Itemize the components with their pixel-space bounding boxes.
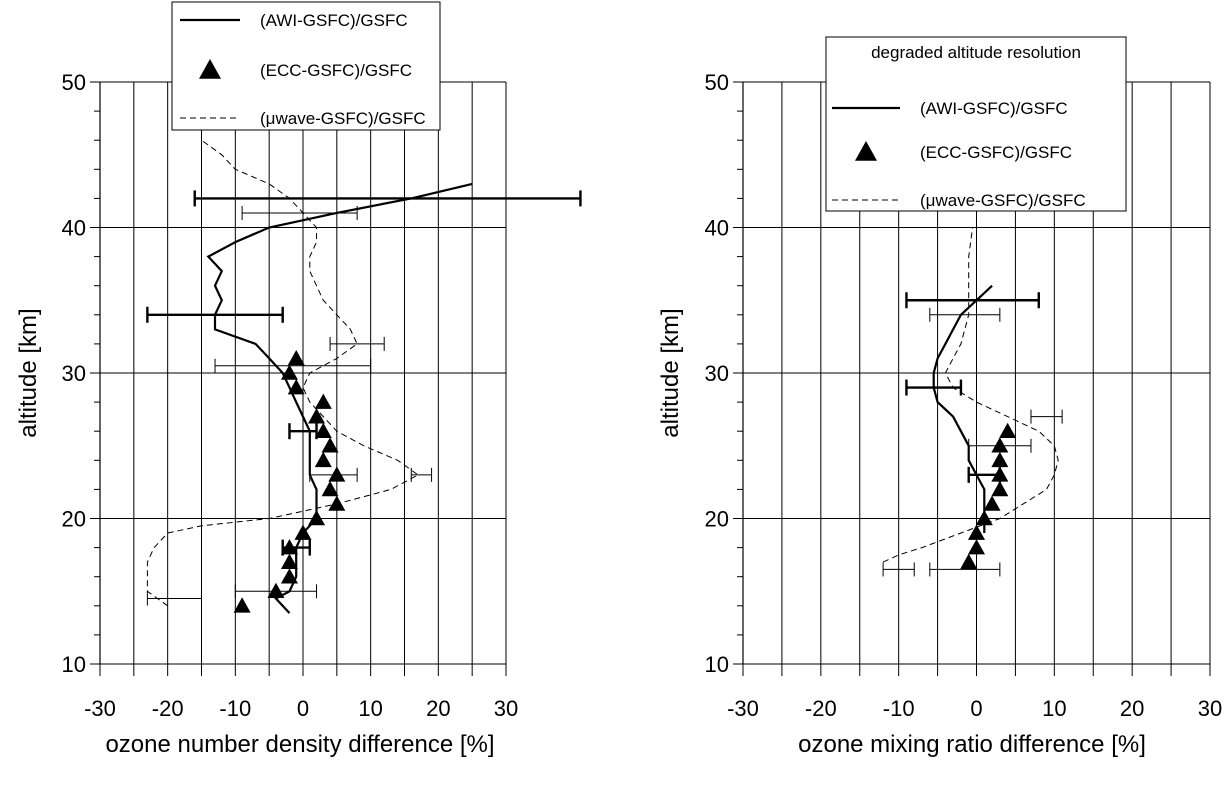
legend-box xyxy=(825,36,1127,212)
y-tick-label: 50 xyxy=(62,70,86,95)
y-tick-label: 40 xyxy=(705,216,729,241)
series-line-awi xyxy=(206,182,473,614)
x-tick-label: -10 xyxy=(883,696,915,721)
y-tick-label: 50 xyxy=(705,70,729,95)
ecc-point xyxy=(991,437,1009,453)
x-tick-label: 0 xyxy=(297,696,309,721)
x-tick-label: 10 xyxy=(358,696,382,721)
ecc-point xyxy=(960,553,978,569)
legend-title: degraded altitude resolution xyxy=(871,43,1081,62)
x-axis-title: ozone number density difference [%] xyxy=(105,731,494,758)
ecc-point xyxy=(983,495,1001,511)
y-tick-label: 10 xyxy=(62,652,86,677)
ecc-point xyxy=(328,495,346,511)
legend-entry-label: (AWI-GSFC)/GSFC xyxy=(260,11,408,30)
legend: (AWI-GSFC)/GSFC (ECC-GSFC)/GSFC (μwave-GSF… xyxy=(171,1,441,131)
ecc-point xyxy=(321,437,339,453)
ecc-point xyxy=(287,379,305,395)
ecc-point xyxy=(233,597,251,613)
legend-marker-triangle xyxy=(855,141,877,161)
series-line-awi xyxy=(932,284,993,533)
ecc-point xyxy=(294,524,312,540)
y-tick-label: 20 xyxy=(62,507,86,532)
ecc-point xyxy=(314,422,332,438)
x-tick-label: 20 xyxy=(426,696,450,721)
ecc-point xyxy=(308,408,326,424)
chart-panel-2: 10 20 30 40 50 -30 -20 -10 0 10 20 30 ozone mixing r… xyxy=(657,36,1222,758)
y-axis-title: altitude [km] xyxy=(657,308,684,437)
y-tick-label: 10 xyxy=(705,652,729,677)
ecc-point xyxy=(975,510,993,526)
y-tick-label: 40 xyxy=(62,216,86,241)
ecc-point xyxy=(991,451,1009,468)
x-axis-title: ozone mixing ratio difference [%] xyxy=(798,731,1146,758)
legend-entry-label: (ECC-GSFC)/GSFC xyxy=(260,61,412,80)
legend-marker-triangle xyxy=(199,59,221,79)
y-tick-label: 30 xyxy=(62,361,86,386)
series-line-microwave xyxy=(882,227,1059,563)
ecc-point xyxy=(999,422,1017,438)
ecc-point xyxy=(968,524,985,540)
ecc-point xyxy=(991,480,1009,497)
x-tick-label: -10 xyxy=(219,696,251,721)
ecc-point xyxy=(280,568,298,584)
ecc-point xyxy=(267,582,285,599)
y-tick-label: 20 xyxy=(705,507,729,532)
x-tick-label: 0 xyxy=(970,696,982,721)
legend-entry-label: (μwave-GSFC)/GSFC xyxy=(920,191,1086,210)
ecc-point xyxy=(308,510,326,526)
x-tick-label: -20 xyxy=(805,696,837,721)
ecc-point xyxy=(968,539,985,555)
x-tick-label: -20 xyxy=(152,696,184,721)
series-line-microwave xyxy=(146,139,419,607)
ecc-point xyxy=(321,480,339,497)
legend-entry-label: (μwave-GSFC)/GSFC xyxy=(260,109,426,128)
ecc-point xyxy=(280,553,298,569)
ecc-point xyxy=(287,349,305,366)
legend-entry-label: (ECC-GSFC)/GSFC xyxy=(920,143,1072,162)
y-tick-label: 30 xyxy=(705,361,729,386)
ecc-point xyxy=(314,393,332,409)
legend-entry-label: (AWI-GSFC)/GSFC xyxy=(920,99,1068,118)
legend-box xyxy=(171,1,441,131)
x-tick-label: 10 xyxy=(1042,696,1066,721)
x-tick-label: 30 xyxy=(1198,696,1222,721)
ecc-point xyxy=(328,466,346,482)
x-tick-label: 20 xyxy=(1120,696,1144,721)
x-tick-label: -30 xyxy=(727,696,759,721)
y-axis-title: altitude [km] xyxy=(15,308,42,437)
ecc-point xyxy=(280,364,298,380)
x-tick-label: -30 xyxy=(84,696,116,721)
x-tick-label: 30 xyxy=(494,696,518,721)
ecc-point xyxy=(314,451,332,468)
legend: degraded altitude resolution (AWI-GSFC)/G… xyxy=(825,36,1127,212)
